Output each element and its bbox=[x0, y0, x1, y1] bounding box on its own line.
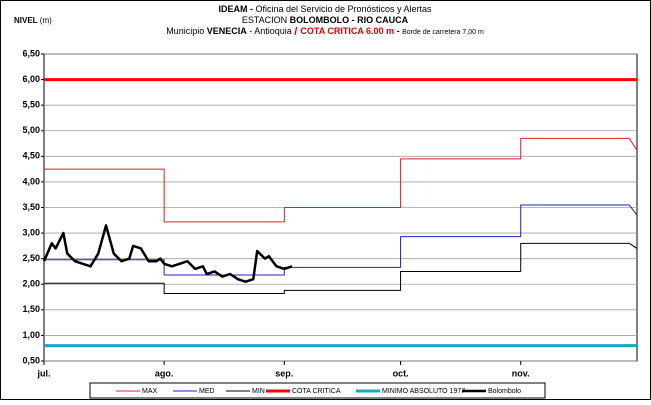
title-part: Oficina del Servicio de Pronósticos y Al… bbox=[253, 4, 432, 14]
legend-label: COTA CRITICA bbox=[292, 388, 341, 395]
y-label-part: NIVEL bbox=[14, 16, 38, 25]
title-part: COTA CRITICA 6.00 m bbox=[300, 26, 394, 36]
y-tick-label: 1,00 bbox=[22, 330, 40, 340]
legend-label: MINIMO ABSOLUTO 1977 bbox=[382, 388, 465, 395]
x-tick-label: nov. bbox=[512, 368, 530, 378]
series-line bbox=[44, 137, 638, 223]
title-part: - Antioquia bbox=[247, 26, 295, 36]
title-part: - bbox=[394, 26, 402, 36]
title-part: / bbox=[294, 26, 300, 38]
series-line bbox=[42, 224, 293, 283]
legend-box bbox=[89, 382, 546, 399]
legend-label: Bolombolo bbox=[488, 388, 521, 395]
y-tick-label: 5,00 bbox=[22, 125, 40, 135]
title-line3: Municipio VENECIA - Antioquia / COTA CRI… bbox=[166, 26, 484, 38]
y-tick-label: 6,50 bbox=[22, 48, 40, 58]
legend-label: MED bbox=[199, 388, 215, 395]
y-tick-label: 0,50 bbox=[22, 355, 40, 365]
y-tick-label: 4,50 bbox=[22, 151, 40, 161]
series-line bbox=[44, 242, 638, 294]
y-label-part: (m) bbox=[38, 16, 53, 25]
title-part: Municipio bbox=[166, 26, 207, 36]
y-tick-label: 3,00 bbox=[22, 227, 40, 237]
title-part: BOLOMBOLO - RIO CAUCA bbox=[290, 15, 409, 25]
x-tick-label: oct. bbox=[393, 368, 409, 378]
title-part: IDEAM - bbox=[218, 4, 253, 14]
y-tick-label: 4,00 bbox=[22, 176, 40, 186]
y-tick-label: 1,50 bbox=[22, 304, 40, 314]
y-tick-label: 5,50 bbox=[22, 100, 40, 110]
x-tick-label: jul. bbox=[37, 368, 51, 378]
y-tick-label: 6,00 bbox=[22, 74, 40, 84]
x-tick-label: ago. bbox=[155, 368, 174, 378]
y-tick-label: 3,50 bbox=[22, 202, 40, 212]
legend-label: MIN bbox=[252, 388, 265, 395]
y-tick-label: 2,00 bbox=[22, 279, 40, 289]
title-part: VENECIA bbox=[207, 26, 248, 36]
series-line bbox=[44, 204, 638, 276]
y-axis-label: NIVEL (m) bbox=[14, 16, 52, 25]
legend-label: MAX bbox=[142, 388, 158, 395]
x-tick-label: sep. bbox=[275, 368, 293, 378]
y-tick-label: 2,50 bbox=[22, 253, 40, 263]
title-part: Borde de carretera 7,00 m bbox=[402, 29, 484, 36]
title-part: ESTACION bbox=[242, 15, 290, 25]
title-line2: ESTACION BOLOMBOLO - RIO CAUCA bbox=[242, 15, 409, 25]
title-line1: IDEAM - Oficina del Servicio de Pronósti… bbox=[218, 4, 432, 14]
